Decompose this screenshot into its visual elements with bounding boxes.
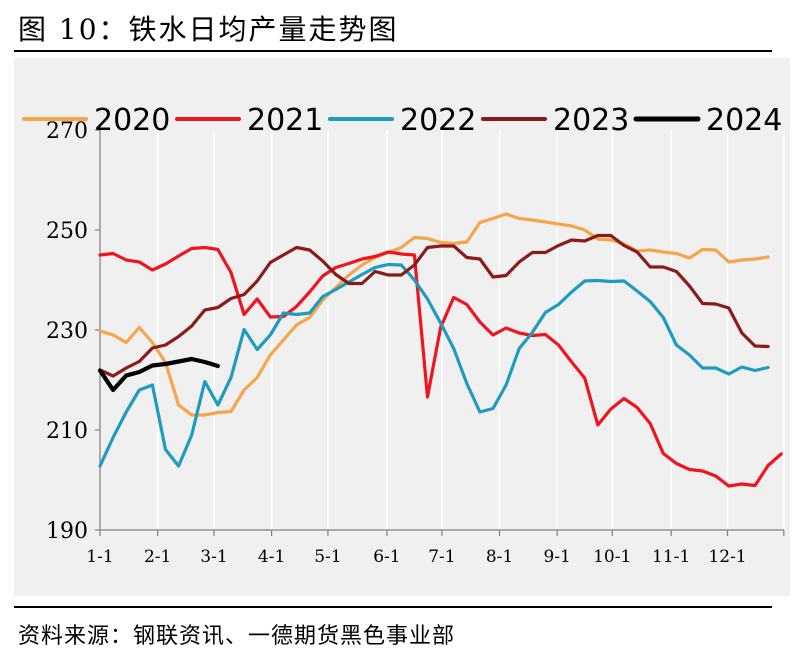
x-tick-label: 1-1: [86, 547, 113, 567]
x-tick-label: 6-1: [373, 547, 400, 567]
y-tick-label: 250: [46, 219, 88, 244]
source-rule: [14, 606, 772, 608]
x-tick-label: 3-1: [200, 547, 227, 567]
chart-area: 190 210 230 250 270 1-1 2-1 3-1 4-1 5-1 6-1 7-1 8-1 9…: [14, 58, 790, 596]
x-tick-label: 5-1: [314, 547, 341, 567]
x-tick-label: 12-1: [708, 547, 746, 567]
figure-title: 图 10：铁水日均产量走势图: [18, 13, 399, 46]
title-rule: [14, 50, 772, 52]
legend: 2020 2021 2022 2023 2024: [22, 103, 782, 138]
y-tick-label: 230: [46, 319, 88, 344]
series-line-2023: [98, 233, 770, 378]
legend-label-2023: 2023: [553, 103, 629, 138]
y-tick-label: 210: [46, 419, 88, 444]
axes: 190 210 230 250 270 1-1 2-1 3-1 4-1 5-1 6-1 7-1 8-1 9…: [46, 119, 785, 567]
x-tick-label: 9-1: [543, 547, 570, 567]
source-note: 资料来源：钢联资讯、一德期货黑色事业部: [18, 624, 456, 649]
line-chart: 190 210 230 250 270 1-1 2-1 3-1 4-1 5-1 6-1 7-1 8-1 9…: [22, 103, 785, 567]
legend-label-2020: 2020: [94, 103, 170, 138]
x-tick-label: 8-1: [486, 547, 513, 567]
series-line-2021: [98, 245, 783, 488]
y-tick-label: 270: [46, 119, 88, 144]
series-lines: [97, 212, 783, 488]
series-line-2020: [98, 212, 770, 417]
x-tick-label: 11-1: [652, 547, 690, 567]
series-line-2024: [97, 356, 220, 393]
x-tick-label: 7-1: [428, 547, 455, 567]
x-tick-label: 10-1: [593, 547, 631, 567]
x-tick-label: 4-1: [258, 547, 285, 567]
legend-label-2021: 2021: [247, 103, 323, 138]
y-tick-label: 190: [46, 519, 88, 544]
legend-label-2024: 2024: [706, 103, 782, 138]
grid: [156, 130, 785, 530]
legend-label-2022: 2022: [400, 103, 476, 138]
series-line-2022: [98, 262, 770, 468]
x-tick-label: 2-1: [144, 547, 171, 567]
